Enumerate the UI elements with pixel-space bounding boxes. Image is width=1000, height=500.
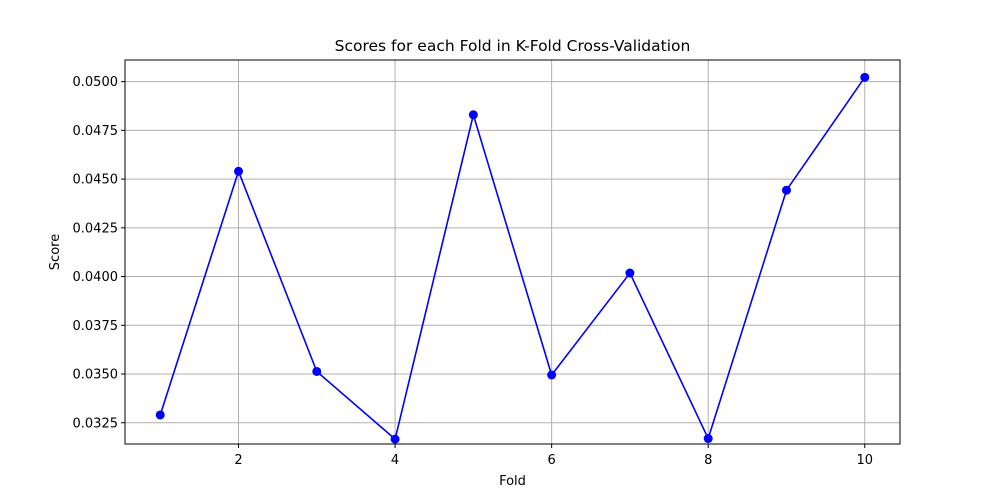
ticks: 2 4 6 8 10 0.0325 0.0350 0.0375 0.0400 0.0425 0.04…	[73, 75, 874, 468]
series-line	[159, 76, 866, 440]
x-tick-label: 4	[391, 453, 399, 468]
x-tick-label: 6	[548, 453, 556, 468]
data-point	[547, 370, 557, 380]
data-point	[625, 268, 635, 278]
data-point	[781, 185, 791, 195]
y-axis-label: Score	[48, 234, 63, 270]
data-point	[703, 434, 713, 444]
x-tick-label: 2	[234, 453, 242, 468]
data-point	[155, 410, 165, 420]
x-tick-label: 8	[704, 453, 712, 468]
y-tick-label: 0.0425	[73, 221, 119, 236]
data-point	[860, 72, 870, 82]
y-tick-label: 0.0325	[73, 416, 119, 431]
grid	[125, 60, 900, 444]
chart-title: Scores for each Fold in K-Fold Cross-Val…	[335, 37, 691, 55]
data-point	[312, 366, 322, 376]
data-point	[234, 166, 244, 176]
y-tick-label: 0.0400	[73, 270, 119, 285]
data-point	[390, 434, 400, 444]
plot-frame	[124, 59, 901, 445]
y-tick-label: 0.0450	[73, 173, 119, 188]
y-tick-label: 0.0350	[73, 368, 119, 383]
data-point	[468, 110, 478, 120]
y-tick-label: 0.0375	[73, 319, 119, 334]
y-tick-label: 0.0500	[73, 75, 119, 90]
x-axis-label: Fold	[499, 474, 526, 489]
series-layer	[155, 72, 870, 444]
x-tick-label: 10	[856, 453, 873, 468]
y-tick-label: 0.0475	[73, 124, 119, 139]
